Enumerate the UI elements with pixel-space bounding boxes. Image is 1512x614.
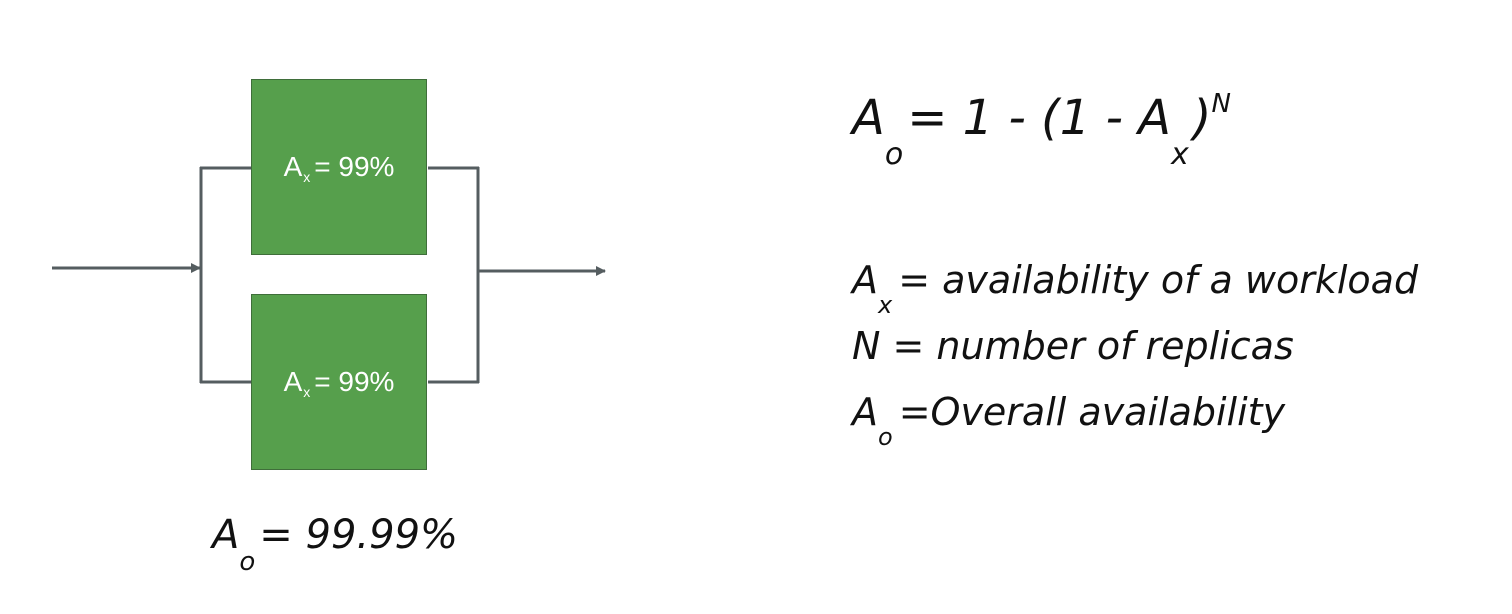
box-value: = 99% xyxy=(314,366,395,397)
result-subscript: o xyxy=(239,547,256,577)
box-value: = 99% xyxy=(314,151,395,182)
result-symbol: A xyxy=(212,512,240,558)
legend-workload-availability: Ax= availability of a workload xyxy=(852,258,1419,319)
legend-subscript: x xyxy=(878,291,893,319)
box-subscript: x xyxy=(303,384,311,400)
legend-symbol: N xyxy=(852,324,881,368)
legend-text: = availability of a workload xyxy=(898,258,1419,302)
box-subscript: x xyxy=(303,169,311,185)
availability-formula: Ao= 1 - (1 - Ax)N xyxy=(852,89,1231,172)
box-symbol: A xyxy=(283,366,303,397)
legend-text: = number of replicas xyxy=(880,324,1294,368)
legend-text: =Overall availability xyxy=(898,390,1286,434)
overall-availability-result: Ao= 99.99% xyxy=(212,512,459,577)
formula-lhs-subscript: o xyxy=(884,137,904,172)
formula-exponent: N xyxy=(1211,89,1231,119)
legend-overall-availability: Ao=Overall availability xyxy=(852,390,1286,451)
formula-close: ) xyxy=(1192,90,1212,146)
result-value: = 99.99% xyxy=(259,512,459,558)
legend-subscript: o xyxy=(878,423,893,451)
formula-inner-subscript: x xyxy=(1171,137,1189,172)
formula-lhs-symbol: A xyxy=(852,90,885,146)
formula-middle: = 1 - (1 - A xyxy=(907,90,1171,146)
legend-symbol: A xyxy=(852,258,878,302)
legend-symbol: A xyxy=(852,390,878,434)
legend-replica-count: N = number of replicas xyxy=(852,324,1294,368)
box-symbol: A xyxy=(283,151,303,182)
